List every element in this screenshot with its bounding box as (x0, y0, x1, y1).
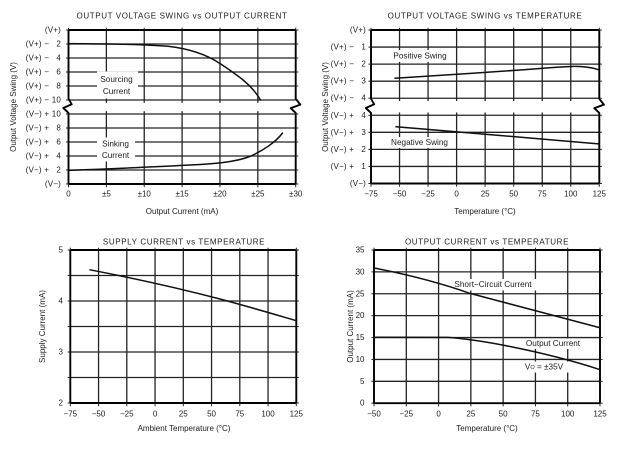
svg-text:Sinking: Sinking (102, 140, 129, 149)
svg-text:20: 20 (356, 311, 365, 320)
svg-text:±25: ±25 (251, 190, 265, 199)
svg-text:(V−) + 3: (V−) + 3 (331, 128, 367, 137)
svg-text:100: 100 (564, 190, 578, 199)
svg-text:±15: ±15 (175, 190, 189, 199)
svg-text:(V−) + 8: (V−) + 8 (26, 124, 62, 133)
svg-text:(V+) − 8: (V+) − 8 (26, 82, 62, 91)
svg-text:Current: Current (103, 87, 131, 96)
svg-text:(V+) − 3: (V+) − 3 (331, 77, 367, 86)
svg-text:(V+) − 2: (V+) − 2 (26, 40, 62, 49)
svg-text:±10: ±10 (138, 190, 152, 199)
svg-text:0: 0 (66, 190, 71, 199)
svg-text:125: 125 (593, 410, 607, 419)
svg-text:(V−) + 1: (V−) + 1 (331, 162, 367, 171)
svg-text:(V+) − 6: (V+) − 6 (26, 68, 62, 77)
svg-text:2: 2 (59, 399, 64, 408)
svg-text:125: 125 (593, 190, 607, 199)
svg-text:25: 25 (179, 410, 188, 419)
svg-text:Supply Current (mA): Supply Current (mA) (38, 290, 47, 363)
svg-text:50: 50 (509, 190, 518, 199)
svg-text:−25: −25 (120, 410, 134, 419)
svg-text:±20: ±20 (213, 190, 227, 199)
svg-text:(V−): (V−) (45, 180, 61, 189)
svg-text:10: 10 (356, 355, 365, 364)
svg-text:Temperature (°C): Temperature (°C) (456, 424, 518, 433)
svg-text:50: 50 (499, 410, 508, 419)
svg-text:25: 25 (481, 190, 490, 199)
svg-text:50: 50 (207, 410, 216, 419)
svg-text:VO = ±35V: VO = ±35V (525, 363, 564, 372)
svg-text:Temperature (°C): Temperature (°C) (454, 207, 516, 216)
svg-text:(V+) − 10: (V+) − 10 (26, 96, 62, 105)
svg-text:OUTPUT VOLTAGE SWING vs OUTPUT: OUTPUT VOLTAGE SWING vs OUTPUT CURRENT (77, 12, 288, 21)
svg-text:Output Voltage Swing (V): Output Voltage Swing (V) (9, 62, 18, 152)
svg-text:3: 3 (59, 348, 64, 357)
svg-text:(V−) + 6: (V−) + 6 (26, 138, 62, 147)
svg-text:−50: −50 (92, 410, 106, 419)
svg-text:100: 100 (261, 410, 275, 419)
svg-text:15: 15 (356, 333, 365, 342)
svg-text:Positive Swing: Positive Swing (393, 52, 447, 61)
svg-text:(V−) + 2: (V−) + 2 (26, 166, 62, 175)
svg-text:(V−): (V−) (350, 179, 366, 188)
svg-text:Output Voltage Swing (V): Output Voltage Swing (V) (321, 62, 330, 152)
svg-text:−50: −50 (367, 410, 381, 419)
svg-text:(V+) − 4: (V+) − 4 (331, 94, 367, 103)
svg-text:(V−) + 4: (V−) + 4 (331, 111, 367, 120)
svg-text:Output Current (mA): Output Current (mA) (346, 290, 355, 363)
svg-text:75: 75 (235, 410, 244, 419)
svg-text:−75: −75 (364, 190, 378, 199)
svg-text:(V−) + 4: (V−) + 4 (26, 152, 62, 161)
svg-text:±5: ±5 (102, 190, 111, 199)
svg-text:4: 4 (59, 297, 64, 306)
svg-text:0: 0 (436, 410, 441, 419)
svg-text:(V+): (V+) (45, 26, 61, 35)
svg-text:(V+) − 1: (V+) − 1 (331, 43, 367, 52)
svg-text:−50: −50 (393, 190, 407, 199)
svg-text:(V+) − 2: (V+) − 2 (331, 60, 367, 69)
svg-text:−75: −75 (64, 410, 78, 419)
svg-text:125: 125 (290, 410, 304, 419)
svg-text:OUTPUT VOLTAGE SWING vs TEMPER: OUTPUT VOLTAGE SWING vs TEMPERATURE (388, 12, 583, 21)
svg-text:Output Current (mA): Output Current (mA) (146, 207, 219, 216)
svg-text:75: 75 (531, 410, 540, 419)
svg-text:(V−) + 10: (V−) + 10 (26, 110, 62, 119)
svg-text:0: 0 (454, 190, 459, 199)
svg-text:100: 100 (561, 410, 575, 419)
svg-text:35: 35 (356, 246, 365, 255)
svg-text:0: 0 (360, 399, 365, 408)
svg-text:SUPPLY CURRENT vs TEMPERATURE: SUPPLY CURRENT vs TEMPERATURE (103, 238, 265, 247)
svg-text:Output Current: Output Current (526, 339, 581, 348)
svg-text:5: 5 (360, 377, 365, 386)
svg-text:−25: −25 (400, 410, 414, 419)
svg-text:(V+) − 4: (V+) − 4 (26, 54, 62, 63)
svg-text:Ambient Temperature (°C): Ambient Temperature (°C) (138, 424, 231, 433)
svg-text:5: 5 (59, 246, 64, 255)
svg-text:(V+): (V+) (350, 26, 366, 35)
svg-text:75: 75 (538, 190, 547, 199)
svg-text:Current: Current (102, 151, 130, 160)
svg-text:Negative Swing: Negative Swing (391, 138, 448, 147)
svg-text:(V−) + 2: (V−) + 2 (331, 145, 367, 154)
svg-text:Short−Circuit Current: Short−Circuit Current (454, 280, 532, 289)
svg-text:Sourcing: Sourcing (100, 75, 133, 84)
svg-text:30: 30 (356, 267, 365, 276)
svg-text:OUTPUT CURRENT vs TEMPERATURE: OUTPUT CURRENT vs TEMPERATURE (405, 238, 569, 247)
svg-text:−25: −25 (421, 190, 435, 199)
svg-text:0: 0 (153, 410, 158, 419)
svg-text:±30: ±30 (289, 190, 303, 199)
svg-text:25: 25 (466, 410, 475, 419)
svg-text:25: 25 (356, 289, 365, 298)
